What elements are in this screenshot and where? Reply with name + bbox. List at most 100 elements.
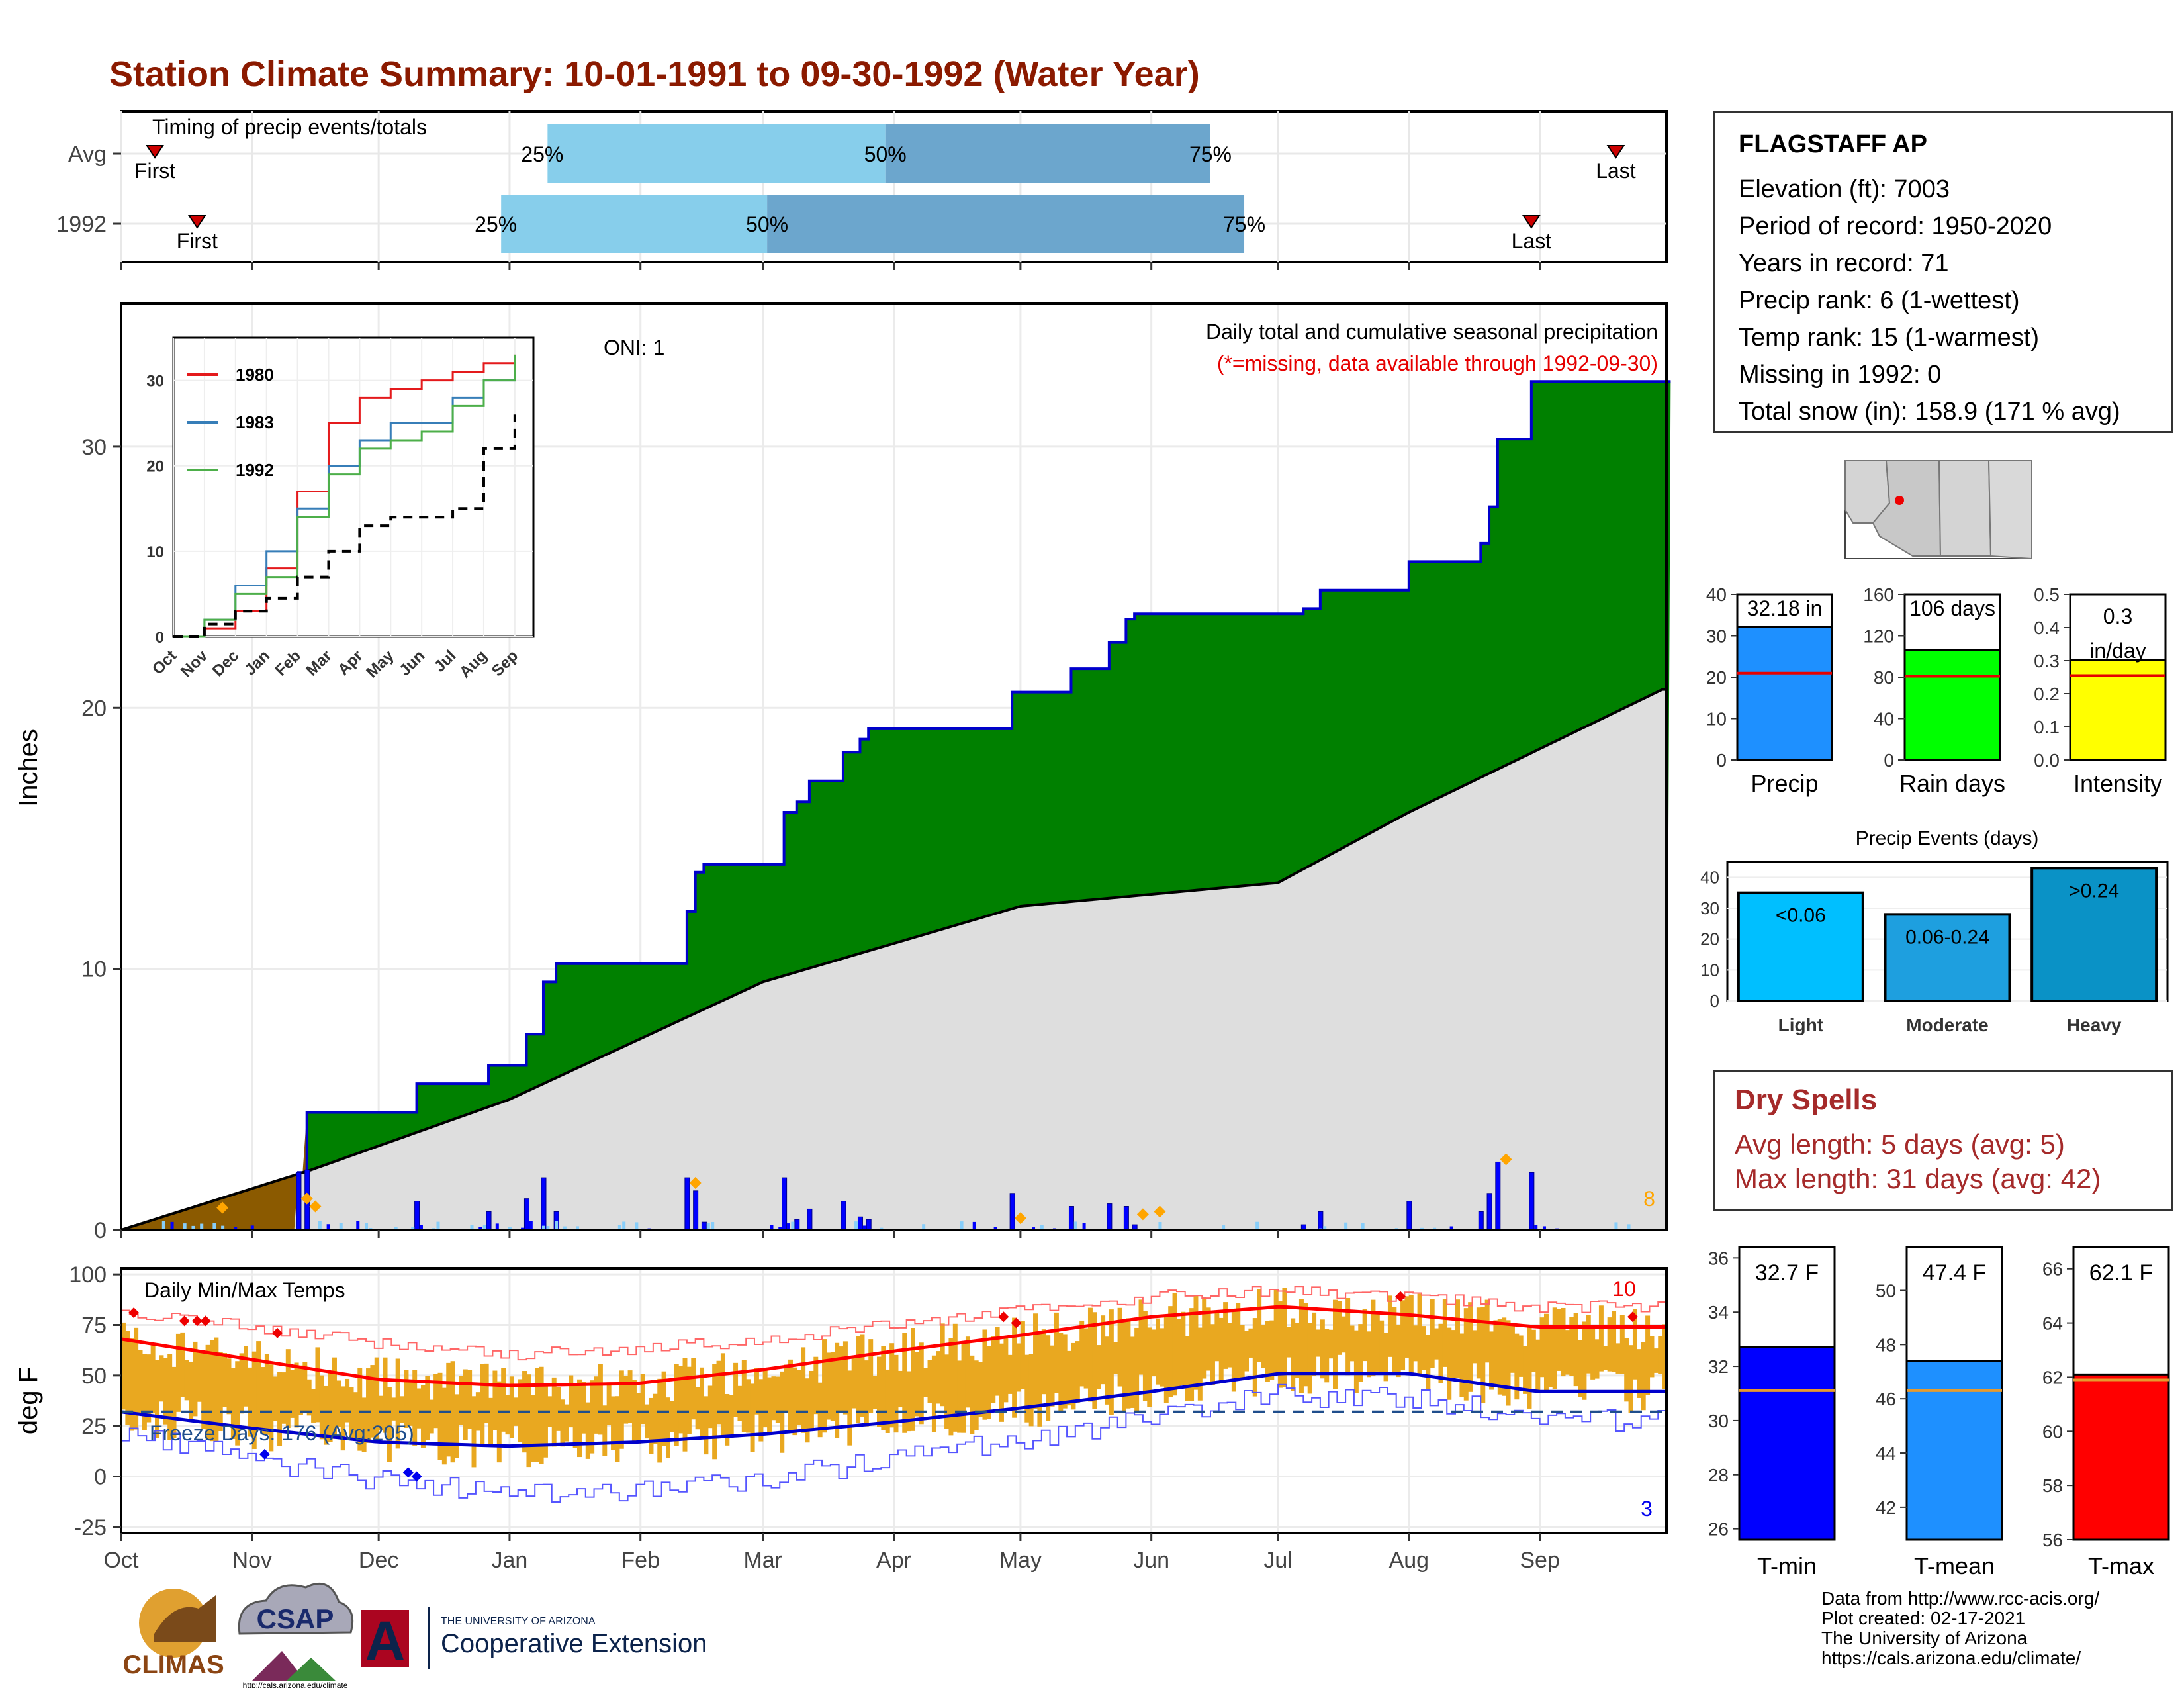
- daily-temp-range-bar: [995, 1327, 1000, 1396]
- daily-temp-range-bar: [1379, 1320, 1385, 1373]
- daily-temp-range-bar: [1244, 1331, 1250, 1372]
- temp-bar-name: T-max: [2088, 1552, 2154, 1579]
- daily-temp-range-bar: [1662, 1324, 1667, 1389]
- average-high-line: [120, 1305, 1666, 1387]
- daily-temp-range-bar: [294, 1362, 299, 1428]
- daily-temp-range-bar: [733, 1362, 739, 1417]
- temp-bar-chart: 56 58 60 62 64 66 62.1 F T-max: [2042, 1246, 2170, 1579]
- daily-precip-bar: [508, 1227, 512, 1230]
- record-low-marker: [411, 1471, 422, 1482]
- summary-bar-tick: 20: [1706, 667, 1727, 688]
- daily-temp-range-bar: [1594, 1339, 1600, 1379]
- daily-temp-range-bar: [1468, 1302, 1473, 1392]
- daily-temp-range-bar: [1046, 1335, 1051, 1421]
- summary-bar-name: Rain days: [1899, 770, 2005, 797]
- daily-temp-range-bar: [1012, 1317, 1017, 1418]
- summary-bar-tick: 0.1: [2034, 717, 2060, 737]
- daily-temp-range-bar: [429, 1399, 434, 1434]
- daily-temp-range-bar: [189, 1361, 194, 1420]
- daily-precip-bar: [1323, 1226, 1327, 1230]
- daily-precip-bar: [1318, 1211, 1324, 1231]
- daily-temp-range-bar: [758, 1379, 764, 1442]
- temp-bar-tick: 56: [2042, 1530, 2063, 1550]
- daily-temp-range-bar: [1261, 1325, 1266, 1368]
- daily-precip-bar: [1627, 1224, 1631, 1230]
- daily-temp-range-bar: [707, 1385, 713, 1429]
- daily-temp-range-bar: [1210, 1324, 1215, 1385]
- daily-temp-range-bar: [175, 1333, 181, 1412]
- daily-temp-range-bar: [395, 1358, 400, 1449]
- daily-temp-range-bar: [404, 1370, 409, 1428]
- daily-temp-range-bar: [146, 1354, 152, 1423]
- daily-precip-bar: [339, 1223, 343, 1230]
- daily-temp-range-bar: [1054, 1312, 1059, 1393]
- daily-temp-range-bar: [1269, 1320, 1275, 1380]
- daily-temp-range-bar: [868, 1339, 874, 1413]
- daily-temp-range-bar: [1543, 1313, 1549, 1392]
- daily-temp-range-bar: [551, 1377, 557, 1447]
- daily-precip-bar: [791, 1221, 795, 1230]
- daily-precip-bar: [250, 1225, 254, 1230]
- last-marker: [1606, 145, 1625, 159]
- record-high-marker: [1011, 1317, 1022, 1329]
- temp-bar-value-label: 62.1 F: [2089, 1260, 2153, 1286]
- daily-precip-bar: [782, 1177, 788, 1231]
- credit-line: The University of Arizona: [1821, 1628, 2028, 1648]
- daily-temp-range-bar: [269, 1364, 274, 1452]
- precip-events-title: Precip Events (days): [1856, 827, 2039, 849]
- daily-temp-range-bar: [155, 1360, 160, 1438]
- daily-temp-range-bar: [784, 1364, 789, 1413]
- daily-temp-range-bar: [957, 1360, 962, 1433]
- daily-temp-range-bar: [222, 1353, 228, 1407]
- daily-temp-range-bar: [1223, 1302, 1228, 1369]
- daily-temp-range-bar: [665, 1397, 670, 1458]
- daily-precip-bar: [470, 1225, 474, 1230]
- station-line: Total snow (in): 158.9 (171 % avg): [1739, 398, 2120, 426]
- daily-temp-range-bar: [556, 1387, 561, 1431]
- summary-bar-tick: 0.2: [2034, 684, 2060, 704]
- daily-temp-range-bar: [645, 1404, 650, 1439]
- daily-temp-range-bar: [1417, 1293, 1422, 1376]
- daily-precip-bar: [1255, 1221, 1259, 1230]
- daily-precip-bar: [191, 1225, 195, 1230]
- daily-temp-range-bar: [459, 1376, 464, 1425]
- daily-temp-range-bar: [653, 1393, 658, 1444]
- precip-y-label: Inches: [14, 729, 43, 807]
- timing-q25-label: 25%: [521, 142, 563, 166]
- temp-bar-tick: 66: [2042, 1259, 2063, 1280]
- daily-temp-range-bar: [982, 1329, 987, 1420]
- dry-spells-title: Dry Spells: [1735, 1084, 1878, 1116]
- daily-temp-range-bar: [1590, 1328, 1596, 1380]
- temp-bar-name: T-mean: [1914, 1552, 1995, 1579]
- climas-logo-shape: [154, 1595, 216, 1642]
- daily-precip-bar: [778, 1227, 782, 1230]
- daily-temp-range-bar: [700, 1367, 705, 1437]
- credit-line: Plot created: 02-17-2021: [1821, 1608, 2026, 1628]
- daily-temp-range-bar: [991, 1336, 996, 1403]
- temp-bar-tick: 58: [2042, 1476, 2063, 1496]
- daily-precip-bar: [617, 1225, 621, 1230]
- daily-temp-range-bar: [1028, 1354, 1034, 1427]
- daily-temp-range-bar: [1075, 1341, 1080, 1403]
- daily-temp-range-bar: [1442, 1299, 1447, 1367]
- freeze-days-label: Freeze Days: 176 (Avg:205): [150, 1421, 414, 1445]
- month-label: Nov: [232, 1548, 272, 1573]
- daily-temp-range-bar: [298, 1365, 303, 1415]
- temp-bar-tick: 60: [2042, 1421, 2063, 1442]
- daily-temp-range-bar: [530, 1395, 535, 1462]
- daily-precip-bar: [212, 1223, 216, 1230]
- daily-precip-bar: [794, 1219, 800, 1231]
- daily-precip-bar: [1406, 1201, 1412, 1231]
- daily-precip-bar: [1009, 1193, 1015, 1231]
- summary-bar-chart: 0 10 20 30 40 32.18 in Precip: [1706, 585, 1833, 797]
- daily-temp-range-bar: [1092, 1312, 1097, 1409]
- precip-events-tick: 30: [1700, 898, 1719, 918]
- record-high-marker: [1627, 1311, 1638, 1323]
- daily-temp-range-bar: [602, 1405, 608, 1456]
- daily-temp-range-bar: [226, 1358, 232, 1415]
- daily-temp-range-bar: [695, 1387, 700, 1430]
- daily-temp-range-bar: [1523, 1346, 1528, 1394]
- daily-temp-range-bar: [881, 1346, 886, 1430]
- daily-temp-range-bar: [1041, 1329, 1046, 1395]
- daily-temp-range-bar: [788, 1359, 793, 1432]
